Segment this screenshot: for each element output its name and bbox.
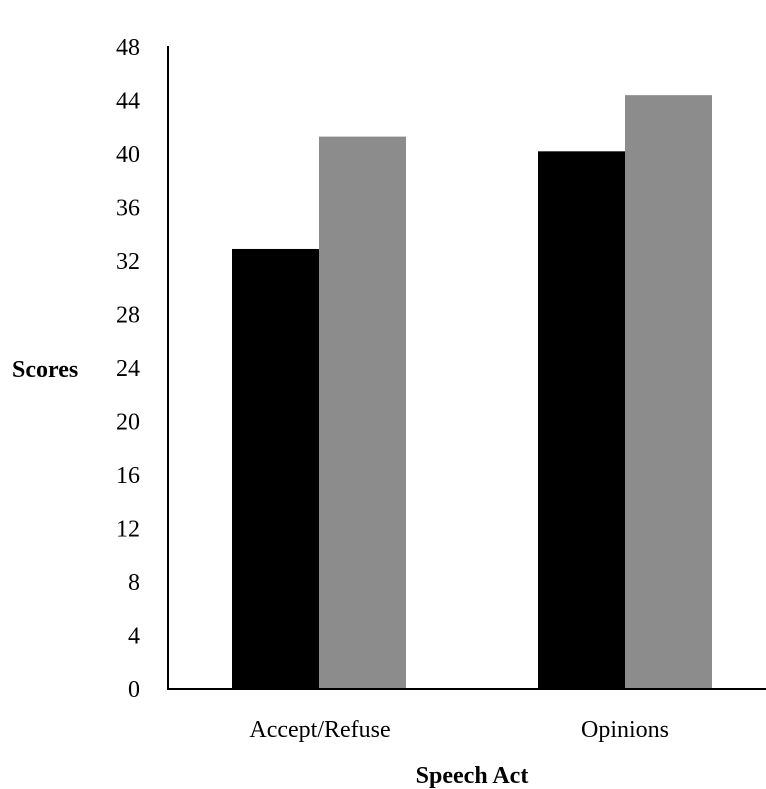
y-tick-label: 24 [116, 356, 140, 382]
y-tick-label: 36 [116, 196, 140, 222]
bar-opinions-series-1 [538, 151, 625, 689]
y-tick-label: 16 [116, 463, 140, 489]
y-tick-label: 8 [128, 570, 140, 596]
bar-accept-refuse-series-1 [232, 248, 319, 689]
y-tick-label: 40 [116, 142, 140, 168]
y-tick-label: 44 [116, 89, 140, 115]
x-category-label: Opinions [581, 717, 669, 743]
bar-accept-refuse-series-2 [319, 136, 406, 690]
y-tick-label: 12 [116, 517, 140, 543]
y-tick-label: 28 [116, 303, 140, 329]
y-axis-title: Scores [12, 357, 78, 383]
x-axis-category-labels: Accept/Refuse Opinions [249, 717, 669, 743]
y-tick-label: 20 [116, 410, 140, 436]
y-tick-label: 4 [128, 624, 140, 650]
bar-opinions-series-2 [625, 95, 712, 689]
x-axis-title: Speech Act [416, 763, 529, 789]
y-tick-label: 0 [128, 677, 140, 703]
bars-group [232, 95, 712, 690]
y-tick-label: 48 [116, 35, 140, 61]
x-category-label: Accept/Refuse [249, 717, 390, 743]
y-tick-label: 32 [116, 249, 140, 275]
